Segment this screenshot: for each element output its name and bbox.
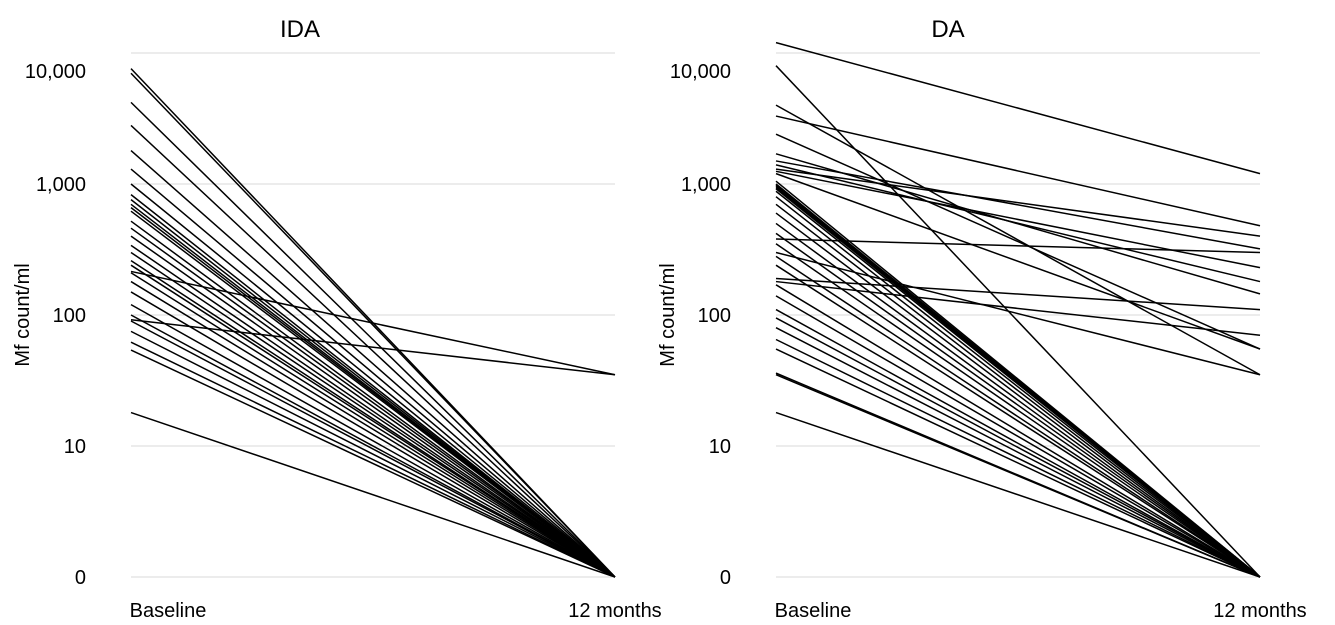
series-line — [775, 255, 1261, 578]
series-line — [775, 160, 1261, 250]
series-line — [775, 280, 1261, 337]
series-line — [130, 210, 616, 578]
series-line — [775, 327, 1261, 578]
series-line — [130, 349, 616, 578]
series-line — [130, 341, 616, 578]
x-category-label: Baseline — [130, 600, 207, 622]
series-line — [775, 212, 1261, 578]
series-line — [775, 164, 1261, 283]
series-line — [775, 277, 1261, 311]
y-tick-label: 10 — [709, 436, 731, 458]
series-line — [130, 149, 616, 578]
series-line — [130, 183, 616, 578]
y-tick-label: 100 — [53, 305, 86, 327]
series-line — [775, 238, 1261, 254]
series-line — [775, 41, 1261, 175]
series-line — [130, 227, 616, 578]
series-line — [775, 243, 1261, 578]
series-line — [130, 314, 616, 578]
series-line — [775, 374, 1261, 578]
series-line — [775, 170, 1261, 269]
da-chart-panel: DA 0 10 100 1,000 10,000 Mf count/ml Baseline 12… — [657, 16, 1307, 622]
y-axis-label: Mf count/ml — [12, 263, 34, 366]
chart-title: IDA — [280, 16, 320, 43]
series-line — [775, 338, 1261, 578]
series-line — [130, 220, 616, 578]
x-category-label: 12 months — [568, 600, 661, 622]
series-line — [775, 222, 1261, 578]
series-line — [775, 196, 1261, 578]
x-category-label: 12 months — [1213, 600, 1306, 622]
ida-chart-panel: IDA 0 10 100 1,000 10,000 Mf count/ml Baseline 1… — [12, 16, 662, 622]
series-line — [775, 104, 1261, 376]
y-tick-label: 10,000 — [25, 61, 86, 83]
y-tick-label: 0 — [720, 567, 731, 589]
series-line — [130, 251, 616, 578]
series-line — [130, 318, 616, 376]
series-line — [130, 264, 616, 578]
series-line — [775, 284, 1261, 578]
series-line — [130, 244, 616, 578]
x-category-label: Baseline — [775, 600, 852, 622]
series-line — [130, 72, 616, 578]
y-axis-label: Mf count/ml — [657, 263, 679, 366]
series-line — [775, 168, 1261, 237]
series-line — [130, 411, 616, 578]
series-line — [130, 270, 616, 376]
y-tick-label: 0 — [75, 567, 86, 589]
series-line — [130, 124, 616, 578]
series-line — [775, 115, 1261, 227]
series-line — [130, 291, 616, 578]
series-line — [775, 65, 1261, 578]
y-tick-label: 100 — [698, 305, 731, 327]
series-line — [130, 320, 616, 578]
series-line — [130, 303, 616, 578]
chart-title: DA — [931, 16, 964, 43]
series-line — [130, 168, 616, 578]
series-line — [775, 411, 1261, 578]
series-line — [775, 172, 1261, 350]
series-line — [775, 348, 1261, 578]
series-line — [130, 235, 616, 578]
y-tick-label: 10 — [64, 436, 86, 458]
y-tick-label: 1,000 — [681, 174, 731, 196]
series-line — [775, 295, 1261, 578]
series-line — [130, 280, 616, 578]
series-line — [130, 101, 616, 578]
series-line — [775, 308, 1261, 578]
series-line — [775, 203, 1261, 578]
y-tick-label: 1,000 — [36, 174, 86, 196]
series-line — [775, 133, 1261, 350]
series-line — [775, 317, 1261, 578]
series-line — [775, 251, 1261, 376]
y-tick-label: 10,000 — [670, 61, 731, 83]
series-line — [130, 330, 616, 578]
series-line — [130, 272, 616, 578]
series-line — [775, 264, 1261, 578]
